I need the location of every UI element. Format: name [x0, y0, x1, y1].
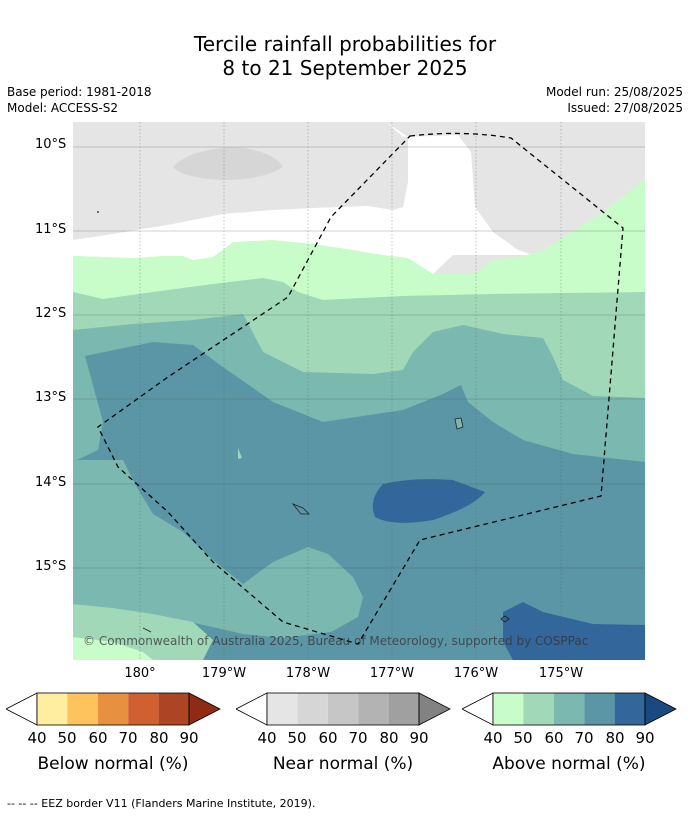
area-above-80 — [372, 479, 485, 523]
colorbar-extend-low — [462, 692, 494, 726]
island-outline — [454, 417, 464, 430]
colorbar-cell — [553, 693, 585, 725]
colorbar-tick: 90 — [635, 729, 655, 747]
colorbar-cell — [158, 693, 189, 725]
colorbar-cell — [358, 693, 389, 725]
island-outline — [142, 627, 152, 633]
colorbar-tick: 70 — [118, 729, 138, 747]
island-outline — [500, 615, 510, 623]
lon-label: 180° — [124, 666, 156, 681]
colorbar-tick: 50 — [287, 729, 307, 747]
colorbar-tick: 50 — [57, 729, 77, 747]
eez-border — [97, 132, 624, 645]
colorbar-tick: 40 — [257, 729, 277, 747]
lat-label: 10°S — [35, 137, 67, 152]
colorbar-cell — [267, 693, 298, 725]
issued-date: Issued: 27/08/2025 — [567, 101, 683, 115]
colorbar-tick: 50 — [513, 729, 533, 747]
lon-label: 177°W — [369, 666, 415, 681]
colorbar-cell — [97, 693, 129, 725]
colorbar-extend-high — [188, 692, 221, 726]
base-period: Base period: 1981-2018 — [7, 85, 152, 99]
graticule — [73, 122, 645, 660]
colorbar-below-normal — [6, 692, 221, 726]
lon-label: 179°W — [201, 666, 247, 681]
lon-label: 178°W — [285, 666, 331, 681]
rainfall-probability-map — [73, 122, 645, 660]
eez-footnote: -- -- -- EEZ border V11 (Flanders Marine… — [7, 797, 316, 810]
colorbar-extend-low — [6, 692, 38, 726]
colorbar-label-below: Below normal (%) — [37, 754, 189, 774]
colorbar-tick: 80 — [149, 729, 169, 747]
colorbar-near-normal — [236, 692, 451, 726]
colorbar-tick: 60 — [544, 729, 564, 747]
colorbar-cell — [614, 693, 645, 725]
colorbar-extend-high — [644, 692, 677, 726]
colorbar-extend-high — [418, 692, 451, 726]
area-above-80-south — [503, 602, 645, 660]
colorbar-tick: 40 — [27, 729, 47, 747]
colorbar-cell — [128, 693, 159, 725]
colorbar-tick: 60 — [318, 729, 338, 747]
colorbar-tick: 70 — [574, 729, 594, 747]
colorbar-tick: 40 — [483, 729, 503, 747]
lat-label: 11°S — [35, 222, 67, 237]
colorbar-tick: 90 — [409, 729, 429, 747]
lat-label: 14°S — [35, 475, 67, 490]
colorbar-cell — [388, 693, 419, 725]
lat-label: 12°S — [35, 306, 67, 321]
map-title-line2: 8 to 21 September 2025 — [222, 56, 468, 80]
island-outline — [238, 448, 242, 459]
colorbar-extend-low — [236, 692, 268, 726]
colorbar-cell — [523, 693, 554, 725]
copyright-notice: © Commonwealth of Australia 2025, Bureau… — [83, 634, 589, 648]
model-run: Model run: 25/08/2025 — [545, 85, 683, 99]
model-name: Model: ACCESS-S2 — [7, 101, 119, 115]
colorbar-tick: 80 — [379, 729, 399, 747]
colorbar-tick: 80 — [605, 729, 625, 747]
colorbar-cell — [67, 693, 98, 725]
colorbar-tick: 90 — [179, 729, 199, 747]
colorbar-label-above: Above normal (%) — [492, 754, 646, 774]
colorbar-tick: 60 — [88, 729, 108, 747]
colorbar-label-near: Near normal (%) — [272, 754, 414, 774]
lon-label: 175°W — [538, 666, 584, 681]
area-above-70-left — [73, 460, 363, 638]
colorbar-tick: 70 — [348, 729, 368, 747]
map-title-line1: Tercile rainfall probabilities for — [193, 32, 497, 56]
colorbar-cell — [584, 693, 615, 725]
island-outline — [291, 503, 310, 515]
colorbar-cell — [327, 693, 359, 725]
area-above-40-bottom — [73, 637, 153, 660]
colorbar-above-normal — [462, 692, 677, 726]
lon-label: 176°W — [453, 666, 499, 681]
colorbar-cell — [37, 693, 68, 725]
island-outline — [97, 211, 99, 213]
lat-label: 15°S — [35, 559, 67, 574]
colorbar-cell — [493, 693, 524, 725]
area-near-normal-50 — [173, 147, 283, 180]
colorbar-cell — [297, 693, 328, 725]
lat-label: 13°S — [35, 390, 67, 405]
area-no-dominant — [73, 122, 533, 274]
